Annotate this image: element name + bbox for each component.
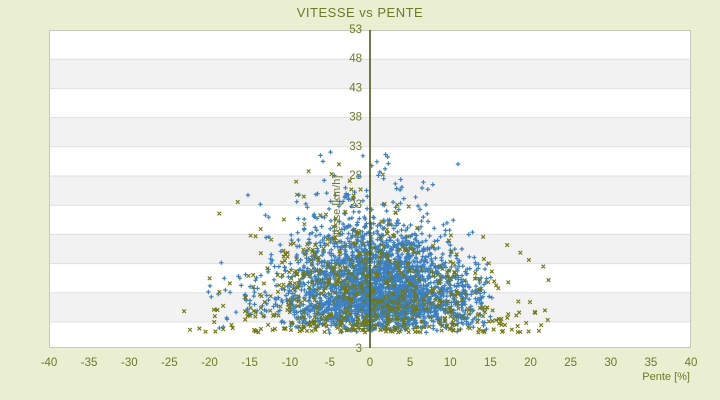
x-tick-label: 30 (604, 357, 617, 369)
chart-title: VITESSE vs PENTE (296, 5, 424, 20)
x-tick-label: 15 (484, 357, 497, 369)
x-tick-label: -15 (241, 357, 258, 369)
x-tick-label: -40 (41, 357, 58, 369)
x-axis-title: Pente [%] (642, 371, 690, 383)
x-tick-label: -5 (325, 357, 335, 369)
x-tick-label: -25 (161, 357, 178, 369)
y-axis-title: Vitesse [km/h] (331, 175, 343, 245)
y-tick-label: 43 (349, 82, 362, 94)
y-tick-label: 33 (349, 141, 362, 153)
x-tick-label: 0 (367, 357, 373, 369)
x-tick-label: -35 (81, 357, 98, 369)
x-tick-label: 25 (564, 357, 577, 369)
x-tick-label: -20 (201, 357, 218, 369)
y-tick-label: 38 (349, 112, 362, 124)
x-tick-label: 40 (685, 357, 698, 369)
y-tick-label: 28 (349, 170, 362, 182)
x-tick-label: 10 (444, 357, 457, 369)
points-serie-olive (181, 162, 551, 335)
x-tick-label: -30 (121, 357, 138, 369)
y-tick-label: 48 (349, 53, 362, 65)
x-tick-label: -10 (281, 357, 298, 369)
x-tick-label: 35 (645, 357, 658, 369)
x-tick-label: 20 (524, 357, 537, 369)
y-tick-label: 53 (349, 24, 362, 36)
y-tick-label: 3 (356, 343, 362, 355)
x-tick-label: 5 (407, 357, 413, 369)
